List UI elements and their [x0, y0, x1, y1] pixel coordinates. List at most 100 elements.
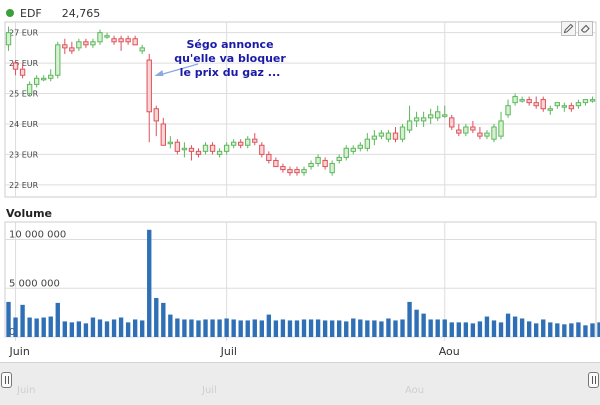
volume-title: Volume: [6, 207, 52, 220]
draw-tool-button[interactable]: [561, 21, 576, 36]
navigator-label: Juin: [17, 385, 36, 396]
candle-body: [540, 99, 546, 110]
volume-bar: [407, 301, 412, 337]
y-tick-label: 27 EUR: [9, 29, 39, 38]
candle-body: [287, 169, 293, 174]
volume-bar: [576, 322, 581, 337]
candle-body: [90, 41, 96, 46]
volume-tick-label: 5 000 000: [9, 278, 60, 289]
volume-bar: [147, 229, 152, 337]
candle-body: [26, 83, 33, 95]
candle-body: [266, 153, 272, 161]
candle-body: [357, 144, 363, 149]
volume-bar: [583, 325, 588, 337]
volume-bar: [238, 320, 243, 337]
candle-body: [547, 108, 553, 111]
volume-bar: [562, 324, 567, 337]
range-handle-right[interactable]: [588, 372, 599, 388]
candle-body: [589, 99, 596, 102]
volume-bar: [548, 322, 553, 337]
volume-bar: [315, 319, 321, 337]
x-tick-label: Juil: [220, 345, 237, 358]
volume-bar: [259, 320, 264, 337]
candle-body: [245, 138, 251, 146]
annotation-line: le prix du gaz ...: [179, 66, 281, 79]
erase-tool-button[interactable]: [578, 21, 593, 36]
x-tick-label: Juin: [9, 345, 30, 358]
volume-bar: [189, 319, 194, 337]
candle-body: [48, 74, 54, 79]
navigator-label: Juil: [202, 385, 217, 396]
volume-bar: [6, 301, 11, 337]
volume-bar: [329, 320, 335, 337]
candle-body: [477, 132, 483, 137]
volume-bar: [231, 319, 236, 337]
volume-bar: [477, 321, 483, 337]
candle-body: [12, 62, 19, 70]
volume-bar: [414, 309, 419, 337]
volume-bar: [322, 320, 328, 337]
volume-bar: [534, 323, 539, 337]
volume-bar: [526, 321, 532, 337]
volume-bar: [55, 302, 60, 337]
candle-body: [294, 169, 300, 174]
volume-bar: [252, 319, 257, 337]
candle-body: [33, 77, 40, 85]
y-tick-label: 26 EUR: [9, 59, 39, 68]
candle-body: [413, 117, 420, 122]
volume-bar: [498, 322, 504, 337]
volume-bar: [456, 322, 461, 337]
volume-bar: [118, 317, 124, 337]
candle-body: [385, 132, 392, 140]
navigator-label: Aou: [405, 385, 425, 396]
y-tick-label: 23 EUR: [9, 150, 39, 159]
candle-body: [378, 132, 385, 137]
volume-bar: [217, 319, 222, 337]
volume-bar: [69, 322, 75, 337]
volume-bar: [154, 298, 159, 337]
candle-body: [83, 41, 89, 46]
candle-body: [533, 102, 539, 107]
candle-body: [188, 147, 195, 152]
candle-body: [125, 38, 131, 43]
status-dot: [6, 9, 14, 17]
volume-bar: [344, 321, 349, 337]
candle-body: [97, 32, 103, 43]
volume-bar: [449, 322, 454, 337]
candle-body: [273, 159, 279, 168]
volume-bar: [104, 321, 110, 337]
volume-bar: [597, 322, 600, 337]
volume-bar: [491, 320, 497, 337]
volume-bar: [428, 319, 433, 337]
candle-body: [470, 126, 476, 131]
candle-body: [301, 169, 307, 174]
volume-bar: [308, 319, 314, 337]
candle-body: [118, 38, 124, 43]
volume-bar: [386, 318, 391, 337]
volume-bar: [358, 319, 363, 337]
range-handle-left[interactable]: [1, 372, 12, 388]
volume-bar: [175, 318, 180, 337]
volume-bar: [182, 319, 187, 337]
candle-body: [167, 141, 174, 145]
stock-chart: Juin Juil Aou 22 EUR 23 EUR 24 EUR 25 EUR 26 EU…: [4, 21, 600, 358]
candle-body: [160, 123, 166, 146]
volume-bar: [512, 316, 518, 337]
volume-bar: [379, 321, 384, 337]
y-tick-label: 24 EUR: [9, 120, 39, 129]
candle-body: [350, 147, 356, 152]
candle-body: [554, 102, 560, 107]
candle-body: [568, 105, 575, 110]
volume-bar: [541, 319, 546, 337]
volume-bar: [372, 320, 377, 337]
volume-bar: [519, 318, 525, 337]
range-navigator[interactable]: Juin Juil Aou: [0, 362, 600, 405]
candle-body: [561, 105, 568, 108]
candle-body: [174, 141, 181, 152]
volume-bar: [161, 302, 166, 337]
annotation-arrow-head: [154, 70, 164, 76]
volume-bar: [421, 313, 426, 337]
annotation-line: qu'elle va bloquer: [174, 52, 286, 65]
candle-body: [427, 114, 434, 119]
candle-body: [582, 99, 589, 104]
